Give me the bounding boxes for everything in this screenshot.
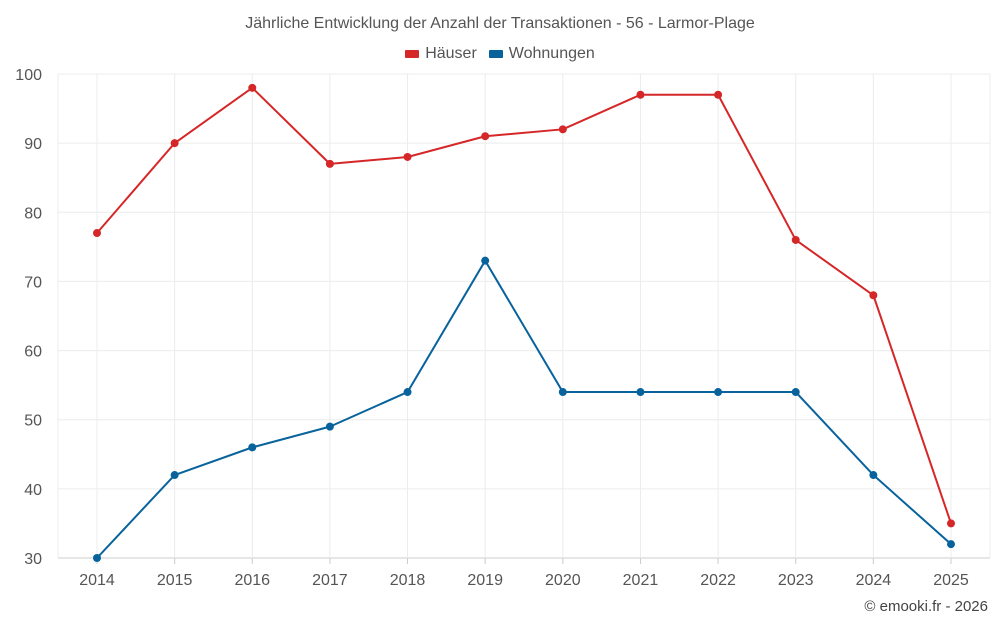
y-tick-label: 90 xyxy=(24,136,42,153)
y-tick-label: 60 xyxy=(24,344,42,361)
data-point-haeuser xyxy=(869,291,878,300)
x-tick-label: 2019 xyxy=(467,572,503,589)
data-point-haeuser xyxy=(558,125,567,134)
x-tick-label: 2021 xyxy=(623,572,659,589)
data-point-wohnungen xyxy=(325,422,334,431)
x-tick-label: 2015 xyxy=(157,572,193,589)
axes: 30 40 50 60 70 80 90 100 2014 2015 2016 2017 2018 201… xyxy=(15,67,969,589)
data-point-haeuser xyxy=(403,152,412,161)
legend-item-wohnungen[interactable]: Wohnungen xyxy=(488,45,595,63)
data-point-haeuser xyxy=(947,519,955,528)
x-tick-label: 2023 xyxy=(778,572,814,589)
series-line-wohnungen xyxy=(96,259,952,559)
data-point-wohnungen xyxy=(558,388,567,397)
series-layer xyxy=(93,83,955,562)
data-point-wohnungen xyxy=(947,540,955,549)
x-tick-label: 2017 xyxy=(312,572,348,589)
data-point-haeuser xyxy=(636,90,645,99)
x-tick-label: 2020 xyxy=(545,572,581,589)
legend-swatch-haeuser xyxy=(405,50,420,58)
data-point-wohnungen xyxy=(791,388,800,397)
x-tick-label: 2024 xyxy=(856,572,892,589)
data-point-haeuser xyxy=(93,229,101,238)
legend-swatch-wohnungen xyxy=(488,50,503,58)
chart-legend: Häuser Wohnungen xyxy=(0,45,1000,63)
y-tick-label: 30 xyxy=(24,551,42,568)
data-point-haeuser xyxy=(248,83,257,92)
x-tick-label: 2018 xyxy=(390,572,426,589)
chart-title: Jährliche Entwicklung der Anzahl der Tra… xyxy=(245,15,755,32)
data-point-haeuser xyxy=(325,159,334,168)
data-point-haeuser xyxy=(481,132,490,141)
data-point-haeuser xyxy=(714,90,723,99)
data-point-wohnungen xyxy=(248,443,257,452)
y-tick-label: 100 xyxy=(15,67,42,84)
data-point-wohnungen xyxy=(170,471,179,480)
x-tick-label: 2025 xyxy=(933,572,969,589)
copyright-credit: © emooki.fr - 2026 xyxy=(864,598,988,615)
x-tick-label: 2014 xyxy=(79,572,115,589)
grid-lines xyxy=(57,73,991,559)
y-tick-label: 50 xyxy=(24,413,42,430)
legend-label-wohnungen: Wohnungen xyxy=(508,45,595,62)
data-point-haeuser xyxy=(791,235,800,244)
data-point-wohnungen xyxy=(481,256,490,265)
data-point-wohnungen xyxy=(636,388,645,397)
series-line-haeuser xyxy=(96,86,952,524)
data-point-wohnungen xyxy=(403,388,412,397)
data-point-wohnungen xyxy=(93,554,101,562)
x-tick-label: 2016 xyxy=(234,572,270,589)
data-point-wohnungen xyxy=(714,388,723,397)
x-tick-label: 2022 xyxy=(700,572,736,589)
y-tick-label: 70 xyxy=(24,274,42,291)
y-tick-label: 80 xyxy=(24,205,42,222)
legend-item-haeuser[interactable]: Häuser xyxy=(405,45,477,63)
legend-label-haeuser: Häuser xyxy=(425,45,477,62)
y-tick-label: 40 xyxy=(24,482,42,499)
data-point-haeuser xyxy=(170,139,179,148)
data-point-wohnungen xyxy=(869,471,878,480)
